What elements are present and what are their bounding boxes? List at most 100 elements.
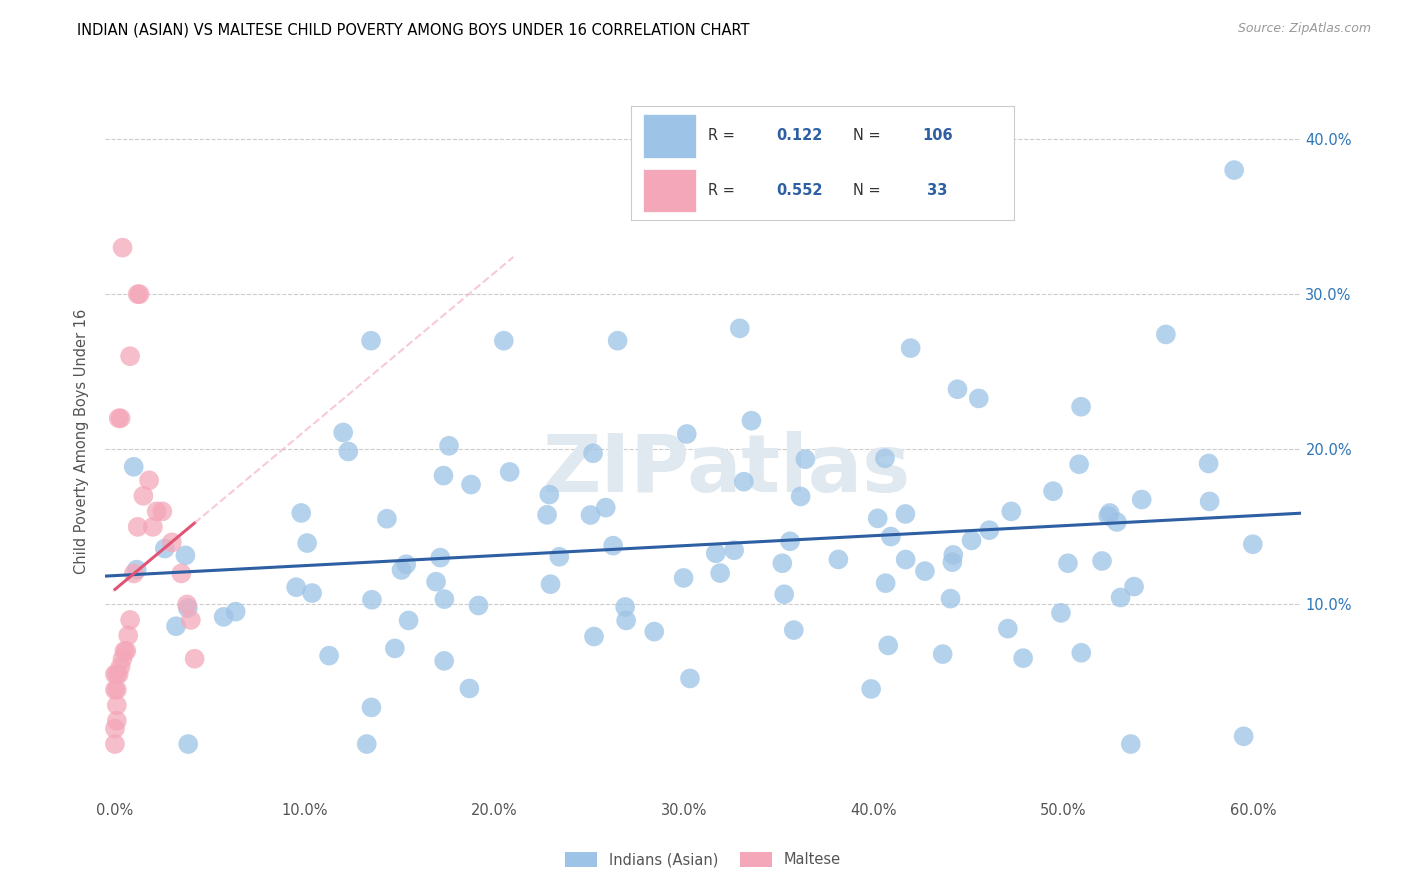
Point <box>783 623 806 637</box>
Point <box>170 566 193 581</box>
Point <box>398 614 420 628</box>
Point <box>672 571 695 585</box>
Point <box>318 648 340 663</box>
Point <box>117 628 139 642</box>
Point <box>104 667 127 681</box>
Text: ZIPatlas: ZIPatlas <box>543 431 911 509</box>
Point <box>723 543 745 558</box>
Point <box>875 576 897 591</box>
Point <box>873 451 896 466</box>
Point <box>458 681 481 696</box>
Point <box>1223 163 1246 178</box>
Point <box>1198 494 1220 508</box>
Point <box>104 722 127 736</box>
Point <box>1123 580 1146 594</box>
Point <box>437 439 460 453</box>
Point <box>301 586 323 600</box>
Point <box>1050 606 1073 620</box>
Point <box>183 651 205 665</box>
Point <box>1067 457 1090 471</box>
Point <box>779 534 801 549</box>
Point <box>579 508 602 522</box>
Point <box>122 459 145 474</box>
Point <box>107 667 129 681</box>
Point <box>773 587 796 601</box>
Point <box>460 477 482 491</box>
Point <box>332 425 354 440</box>
Point <box>1198 457 1220 471</box>
Point <box>582 630 605 644</box>
Point <box>1105 515 1128 529</box>
Point <box>115 644 138 658</box>
Point <box>931 647 953 661</box>
Point <box>1012 651 1035 665</box>
Legend: Indians (Asian), Maltese: Indians (Asian), Maltese <box>560 846 846 873</box>
Point <box>1091 554 1114 568</box>
Point <box>540 577 562 591</box>
Point <box>997 622 1019 636</box>
Point <box>789 490 811 504</box>
Point <box>643 624 665 639</box>
Point <box>733 475 755 489</box>
Y-axis label: Child Poverty Among Boys Under 16: Child Poverty Among Boys Under 16 <box>75 309 90 574</box>
Point <box>538 487 561 501</box>
Point <box>110 411 132 425</box>
Point <box>866 511 889 525</box>
Point <box>728 321 751 335</box>
Point <box>709 566 731 580</box>
Point <box>180 613 202 627</box>
Point <box>606 334 628 348</box>
Point <box>145 504 167 518</box>
Point <box>1098 506 1121 520</box>
Point <box>360 334 382 348</box>
Point <box>1057 556 1080 570</box>
Point <box>104 737 127 751</box>
Point <box>356 737 378 751</box>
Point <box>967 392 990 406</box>
Point <box>740 414 762 428</box>
Point <box>433 592 456 607</box>
Point <box>127 520 149 534</box>
Point <box>212 610 235 624</box>
Point <box>1070 646 1092 660</box>
Point <box>120 349 142 363</box>
Point <box>160 535 183 549</box>
Point <box>375 512 398 526</box>
Point <box>960 533 983 548</box>
Point <box>614 614 637 628</box>
Text: INDIAN (ASIAN) VS MALTESE CHILD POVERTY AMONG BOYS UNDER 16 CORRELATION CHART: INDIAN (ASIAN) VS MALTESE CHILD POVERTY … <box>77 22 749 37</box>
Point <box>295 536 318 550</box>
Point <box>174 549 197 563</box>
Point <box>104 682 127 697</box>
Point <box>942 548 965 562</box>
Point <box>122 566 145 581</box>
Point <box>467 599 489 613</box>
Point <box>107 411 129 425</box>
Point <box>582 446 605 460</box>
Point <box>177 601 200 615</box>
Point <box>425 574 447 589</box>
Point <box>225 605 247 619</box>
Point <box>285 580 308 594</box>
Point <box>498 465 520 479</box>
Point <box>1130 492 1153 507</box>
Point <box>1233 729 1256 743</box>
Point <box>827 552 849 566</box>
Point <box>105 667 128 681</box>
Point <box>391 563 413 577</box>
Point <box>946 382 969 396</box>
Point <box>979 523 1001 537</box>
Point <box>105 682 128 697</box>
Point <box>900 341 922 355</box>
Point <box>128 287 150 301</box>
Point <box>433 654 456 668</box>
Point <box>770 556 793 570</box>
Point <box>337 444 360 458</box>
Point <box>602 539 624 553</box>
Point <box>1119 737 1142 751</box>
Point <box>111 651 134 665</box>
Point <box>384 641 406 656</box>
Point <box>860 681 883 696</box>
Point <box>1000 504 1022 518</box>
Point <box>111 241 134 255</box>
